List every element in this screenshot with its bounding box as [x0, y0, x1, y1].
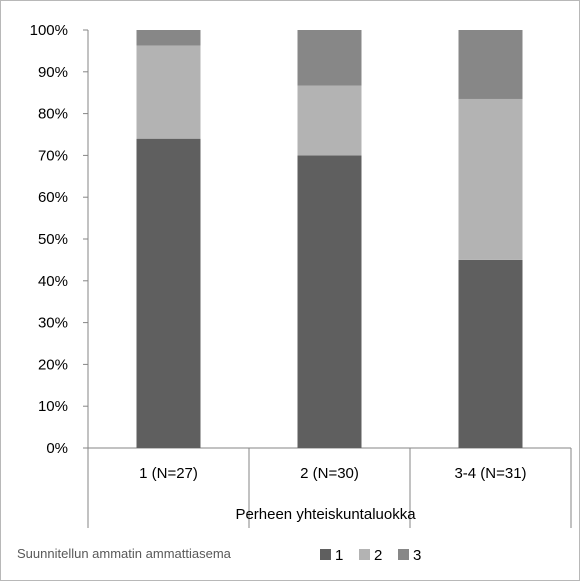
- bar-segment-series-2: [458, 98, 523, 260]
- bar-segment-series-3: [297, 30, 362, 86]
- y-tick-label: 20%: [38, 356, 68, 373]
- y-tick-label: 70%: [38, 147, 68, 164]
- y-tick-label: 30%: [38, 315, 68, 332]
- bars: [136, 30, 523, 448]
- bar-segment-series-1: [458, 259, 523, 448]
- y-tick-label: 90%: [38, 64, 68, 81]
- legend: 1 2 3: [320, 547, 421, 564]
- bar-segment-series-2: [136, 45, 201, 139]
- bar-segment-series-1: [136, 138, 201, 448]
- bar-segment-series-3: [136, 30, 201, 46]
- y-tick-label: 100%: [30, 22, 68, 39]
- x-axis-title: Perheen yhteiskuntaluokka: [235, 506, 416, 523]
- x-category-label: 1 (N=27): [139, 465, 198, 482]
- y-tick-label: 0%: [46, 440, 68, 457]
- legend-title: Suunnitellun ammatin ammattiasema: [17, 546, 232, 561]
- bar-segment-series-2: [297, 85, 362, 156]
- x-category-label: 3-4 (N=31): [454, 465, 526, 482]
- legend-label-series-2: 2: [374, 547, 382, 564]
- legend-label-series-1: 1: [335, 547, 343, 564]
- legend-swatch-series-2: [359, 549, 370, 560]
- legend-label-series-3: 3: [413, 547, 421, 564]
- bar-segment-series-3: [458, 30, 523, 99]
- y-tick-label: 80%: [38, 106, 68, 123]
- legend-swatch-series-3: [398, 549, 409, 560]
- y-tick-label: 40%: [38, 273, 68, 290]
- y-tick-label: 10%: [38, 398, 68, 415]
- legend-swatch-series-1: [320, 549, 331, 560]
- labels: 0% 10% 20% 30% 40% 50% 60% 70% 80% 90% 100% 1 (N=27…: [30, 22, 527, 482]
- y-tick-label: 50%: [38, 231, 68, 248]
- y-tick-label: 60%: [38, 189, 68, 206]
- bar-segment-series-1: [297, 155, 362, 448]
- x-category-label: 2 (N=30): [300, 465, 359, 482]
